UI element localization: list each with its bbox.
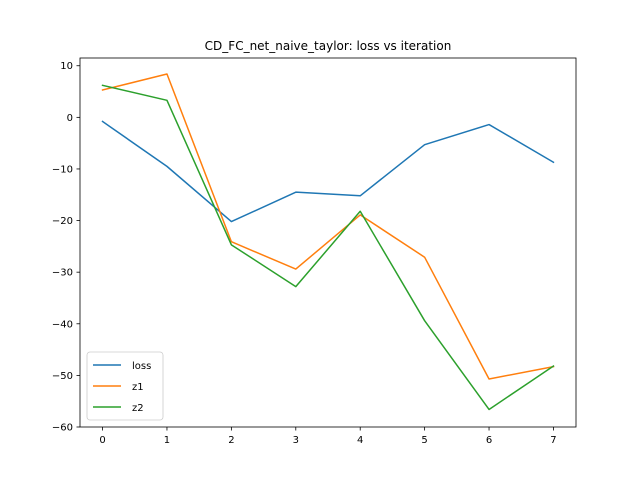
y-tick-label: −40 — [52, 319, 73, 330]
series-line-z1 — [101, 73, 555, 380]
x-tick-label: 2 — [228, 435, 234, 446]
legend-label-loss: loss — [132, 361, 151, 372]
y-tick-label: −60 — [52, 423, 73, 434]
y-tick-label: −10 — [52, 164, 73, 175]
chart-title: CD_FC_net_naive_taylor: loss vs iteratio… — [205, 39, 452, 53]
x-tick-label: 7 — [550, 435, 556, 446]
x-tick-label: 3 — [293, 435, 299, 446]
plot-area: 0 1 2 3 4 5 6 7 10 0 −10 −20 −30 −40 −50 −60 loss z1 z2 — [52, 57, 577, 446]
y-tick-label: −30 — [52, 268, 73, 279]
y-tick-label: 0 — [67, 113, 73, 124]
y-tick-label: 10 — [60, 61, 73, 72]
x-tick-label: 6 — [486, 435, 492, 446]
y-tick-label: −50 — [52, 371, 73, 382]
legend-label-z1: z1 — [132, 382, 144, 393]
x-tick-label: 1 — [164, 435, 170, 446]
legend-box — [86, 351, 164, 421]
x-tick-label: 4 — [357, 435, 363, 446]
axes-frame — [79, 57, 577, 428]
x-tick-label: 0 — [99, 435, 105, 446]
y-tick-label: −20 — [52, 216, 73, 227]
legend: loss z1 z2 — [86, 351, 164, 421]
legend-label-z2: z2 — [132, 403, 144, 414]
x-tick-label: 5 — [421, 435, 427, 446]
series-line-z2 — [101, 84, 555, 411]
series-line-loss — [101, 120, 555, 223]
